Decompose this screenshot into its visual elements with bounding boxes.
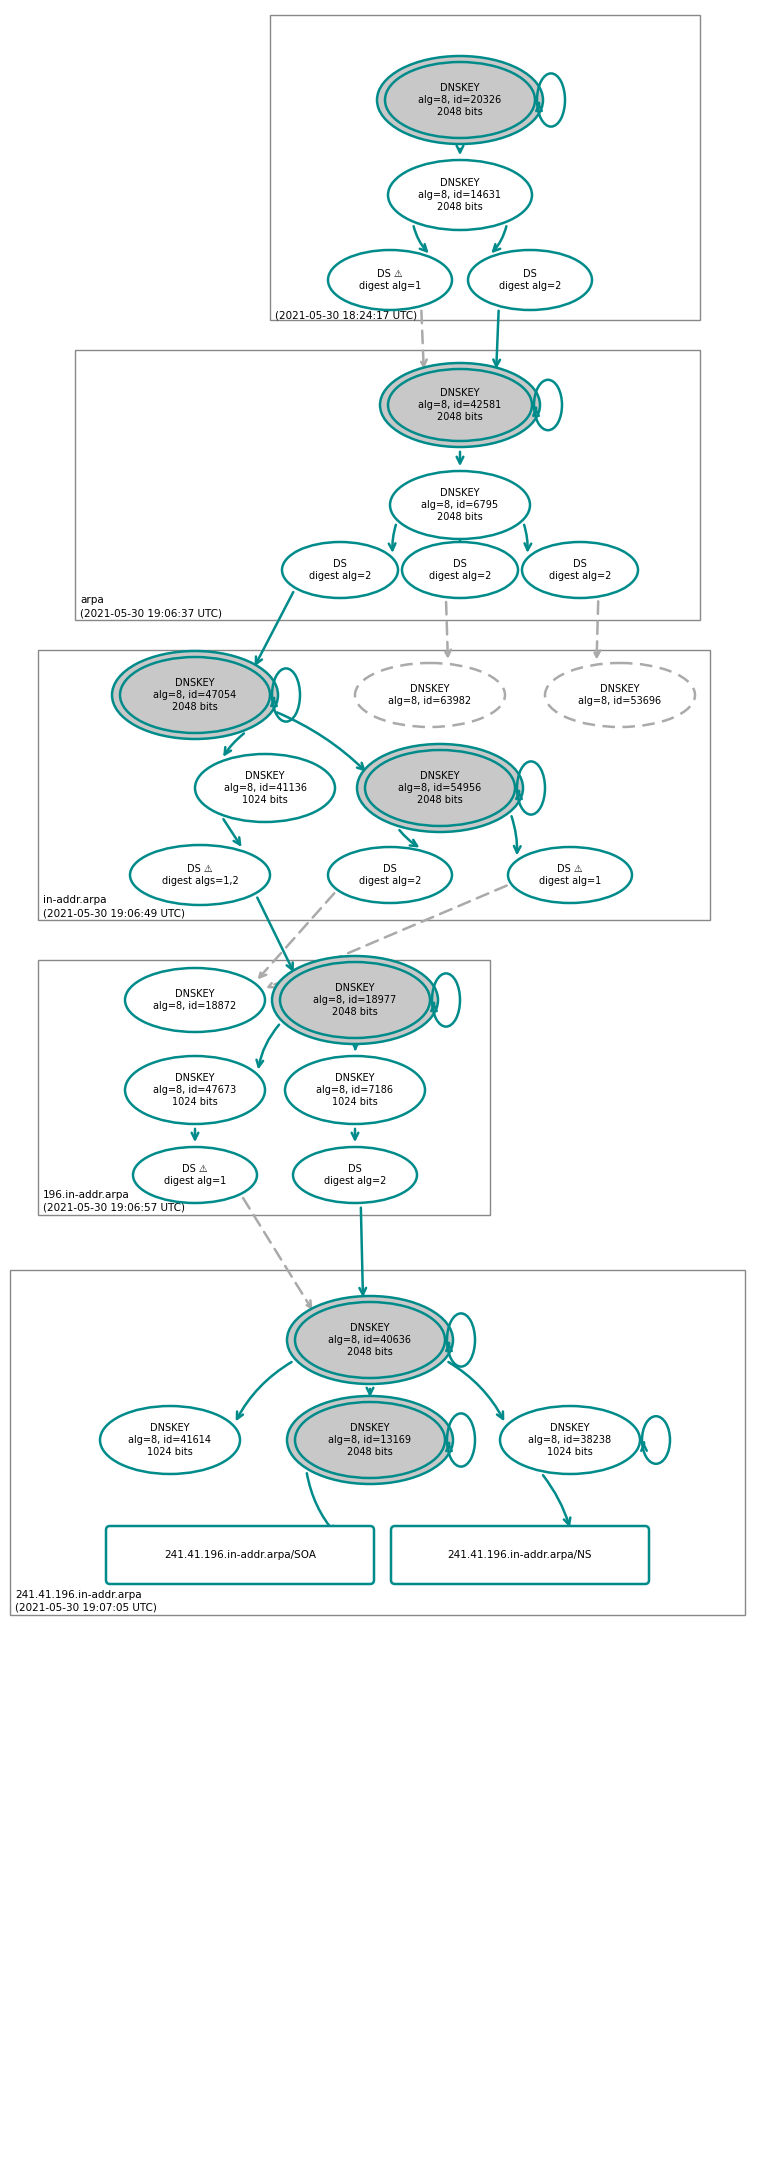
Ellipse shape [287, 1296, 453, 1383]
Text: DNSKEY
alg=8, id=47054
2048 bits: DNSKEY alg=8, id=47054 2048 bits [153, 679, 237, 711]
Ellipse shape [130, 846, 270, 904]
FancyBboxPatch shape [391, 1526, 649, 1585]
Text: DNSKEY
alg=8, id=6795
2048 bits: DNSKEY alg=8, id=6795 2048 bits [421, 488, 498, 522]
Ellipse shape [377, 56, 543, 143]
Ellipse shape [365, 750, 515, 826]
Ellipse shape [287, 1396, 453, 1485]
Text: DNSKEY
alg=8, id=42581
2048 bits: DNSKEY alg=8, id=42581 2048 bits [418, 388, 501, 421]
Text: (2021-05-30 19:07:05 UTC): (2021-05-30 19:07:05 UTC) [15, 1602, 157, 1613]
Text: DS
digest alg=2: DS digest alg=2 [359, 865, 421, 887]
Text: DNSKEY
alg=8, id=41136
1024 bits: DNSKEY alg=8, id=41136 1024 bits [224, 772, 307, 804]
Text: DNSKEY
alg=8, id=47673
1024 bits: DNSKEY alg=8, id=47673 1024 bits [153, 1073, 237, 1106]
Text: DNSKEY
alg=8, id=53696: DNSKEY alg=8, id=53696 [578, 685, 662, 707]
FancyBboxPatch shape [75, 349, 700, 620]
Ellipse shape [355, 663, 505, 726]
Text: (2021-05-30 19:06:57 UTC): (2021-05-30 19:06:57 UTC) [43, 1203, 185, 1214]
Ellipse shape [125, 1056, 265, 1123]
Ellipse shape [293, 1147, 417, 1203]
Ellipse shape [280, 963, 430, 1038]
Ellipse shape [545, 663, 695, 726]
Ellipse shape [385, 63, 535, 139]
Text: DNSKEY
alg=8, id=14631
2048 bits: DNSKEY alg=8, id=14631 2048 bits [418, 178, 501, 212]
Text: DS
digest alg=2: DS digest alg=2 [309, 559, 371, 581]
Text: DS
digest alg=2: DS digest alg=2 [324, 1164, 386, 1186]
Text: DS ⚠
digest algs=1,2: DS ⚠ digest algs=1,2 [162, 865, 238, 887]
Text: DS
digest alg=2: DS digest alg=2 [429, 559, 491, 581]
Ellipse shape [500, 1407, 640, 1474]
Ellipse shape [120, 657, 270, 733]
Text: DS ⚠
digest alg=1: DS ⚠ digest alg=1 [359, 269, 421, 291]
Text: DNSKEY
alg=8, id=54956
2048 bits: DNSKEY alg=8, id=54956 2048 bits [398, 772, 481, 804]
Ellipse shape [388, 369, 532, 440]
Text: DS
digest alg=2: DS digest alg=2 [549, 559, 611, 581]
Text: DS
digest alg=2: DS digest alg=2 [499, 269, 562, 291]
Text: DNSKEY
alg=8, id=38238
1024 bits: DNSKEY alg=8, id=38238 1024 bits [529, 1424, 612, 1457]
Ellipse shape [468, 249, 592, 310]
Text: DNSKEY
alg=8, id=63982: DNSKEY alg=8, id=63982 [388, 685, 472, 707]
Ellipse shape [295, 1303, 445, 1379]
Text: DS ⚠
digest alg=1: DS ⚠ digest alg=1 [164, 1164, 226, 1186]
Text: DNSKEY
alg=8, id=13169
2048 bits: DNSKEY alg=8, id=13169 2048 bits [329, 1424, 411, 1457]
Ellipse shape [100, 1407, 240, 1474]
Text: 241.41.196.in-addr.arpa/SOA: 241.41.196.in-addr.arpa/SOA [164, 1550, 316, 1561]
Ellipse shape [390, 470, 530, 540]
Text: arpa: arpa [80, 594, 104, 605]
Ellipse shape [357, 744, 523, 833]
Ellipse shape [282, 542, 398, 598]
Ellipse shape [522, 542, 638, 598]
FancyBboxPatch shape [270, 15, 700, 321]
Text: 196.in-addr.arpa: 196.in-addr.arpa [43, 1190, 130, 1201]
Ellipse shape [112, 650, 278, 739]
Text: DNSKEY
alg=8, id=18872: DNSKEY alg=8, id=18872 [153, 989, 237, 1010]
Text: in-addr.arpa: in-addr.arpa [43, 895, 107, 904]
Text: DNSKEY
alg=8, id=20326
2048 bits: DNSKEY alg=8, id=20326 2048 bits [418, 82, 501, 117]
Ellipse shape [402, 542, 518, 598]
Ellipse shape [195, 754, 335, 822]
FancyBboxPatch shape [38, 650, 710, 919]
Text: DNSKEY
alg=8, id=41614
1024 bits: DNSKEY alg=8, id=41614 1024 bits [128, 1424, 211, 1457]
Text: (2021-05-30 19:06:49 UTC): (2021-05-30 19:06:49 UTC) [43, 908, 185, 917]
Text: (2021-05-30 18:24:17 UTC): (2021-05-30 18:24:17 UTC) [275, 310, 417, 321]
Text: 241.41.196.in-addr.arpa: 241.41.196.in-addr.arpa [15, 1589, 142, 1600]
Ellipse shape [508, 848, 632, 904]
Text: DNSKEY
alg=8, id=18977
2048 bits: DNSKEY alg=8, id=18977 2048 bits [314, 984, 397, 1017]
Ellipse shape [272, 956, 438, 1045]
Ellipse shape [125, 967, 265, 1032]
Text: 241.41.196.in-addr.arpa/NS: 241.41.196.in-addr.arpa/NS [448, 1550, 592, 1561]
Text: DNSKEY
alg=8, id=40636
2048 bits: DNSKEY alg=8, id=40636 2048 bits [329, 1322, 411, 1357]
Ellipse shape [380, 362, 540, 447]
Ellipse shape [388, 160, 532, 230]
Ellipse shape [328, 848, 452, 904]
FancyBboxPatch shape [38, 960, 490, 1214]
Text: DS ⚠
digest alg=1: DS ⚠ digest alg=1 [539, 865, 601, 887]
Ellipse shape [133, 1147, 257, 1203]
Text: (2021-05-30 19:06:37 UTC): (2021-05-30 19:06:37 UTC) [80, 607, 222, 618]
Ellipse shape [285, 1056, 425, 1123]
Text: DNSKEY
alg=8, id=7186
1024 bits: DNSKEY alg=8, id=7186 1024 bits [317, 1073, 394, 1106]
FancyBboxPatch shape [10, 1270, 745, 1615]
Ellipse shape [295, 1403, 445, 1479]
Ellipse shape [328, 249, 452, 310]
FancyBboxPatch shape [106, 1526, 374, 1585]
